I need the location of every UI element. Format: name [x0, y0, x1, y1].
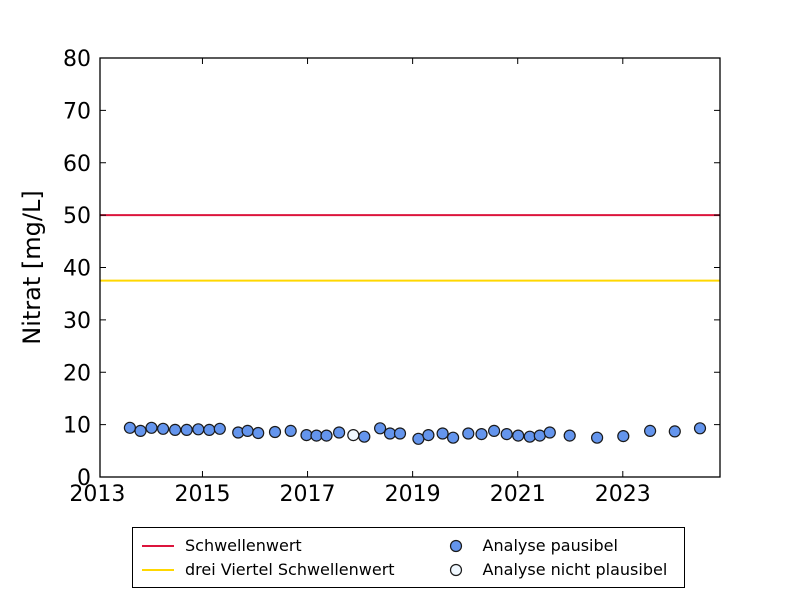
svg-text:70: 70 [63, 99, 91, 124]
svg-text:2015: 2015 [174, 482, 230, 507]
svg-text:30: 30 [63, 309, 91, 334]
svg-text:20: 20 [63, 361, 91, 386]
svg-text:40: 40 [63, 257, 91, 282]
legend-label-schwellenwert: Schwellenwert [185, 536, 302, 555]
svg-text:2021: 2021 [490, 482, 546, 507]
plot-area: 2013 2015 2017 2019 2021 2023 0 10 20 30 40 50 60 70 8… [18, 47, 721, 507]
filled-circle-swatch-icon [439, 539, 473, 553]
svg-text:2017: 2017 [280, 482, 336, 507]
legend-label-analyse-nicht-plausibel: Analyse nicht plausibel [482, 560, 668, 579]
svg-text:Nitrat [mg/L]: Nitrat [mg/L] [18, 190, 46, 344]
svg-text:2013: 2013 [69, 482, 125, 507]
yellow-line-swatch-icon [141, 567, 175, 573]
legend-entry-analyse-nicht-plausibel: Analyse nicht plausibel [439, 558, 668, 581]
legend-label-analyse-pausibel: Analyse pausibel [482, 536, 618, 555]
red-line-swatch-icon [141, 543, 175, 549]
legend-entry-drei-viertel-schwellenwert: drei Viertel Schwellenwert [141, 558, 395, 581]
svg-text:2019: 2019 [385, 482, 441, 507]
svg-text:60: 60 [63, 152, 91, 177]
open-circle-swatch-icon [439, 563, 473, 577]
svg-text:50: 50 [63, 204, 91, 229]
svg-text:80: 80 [63, 47, 91, 72]
svg-text:0: 0 [77, 466, 91, 491]
legend-label-drei-viertel-schwellenwert: drei Viertel Schwellenwert [185, 560, 395, 579]
legend-entry-schwellenwert: Schwellenwert [141, 534, 395, 557]
legend-entry-analyse-pausibel: Analyse pausibel [439, 534, 668, 557]
svg-text:10: 10 [63, 414, 91, 439]
svg-text:2023: 2023 [595, 482, 651, 507]
chart-legend: Schwellenwert Analyse pausibel drei Vier… [132, 527, 685, 588]
